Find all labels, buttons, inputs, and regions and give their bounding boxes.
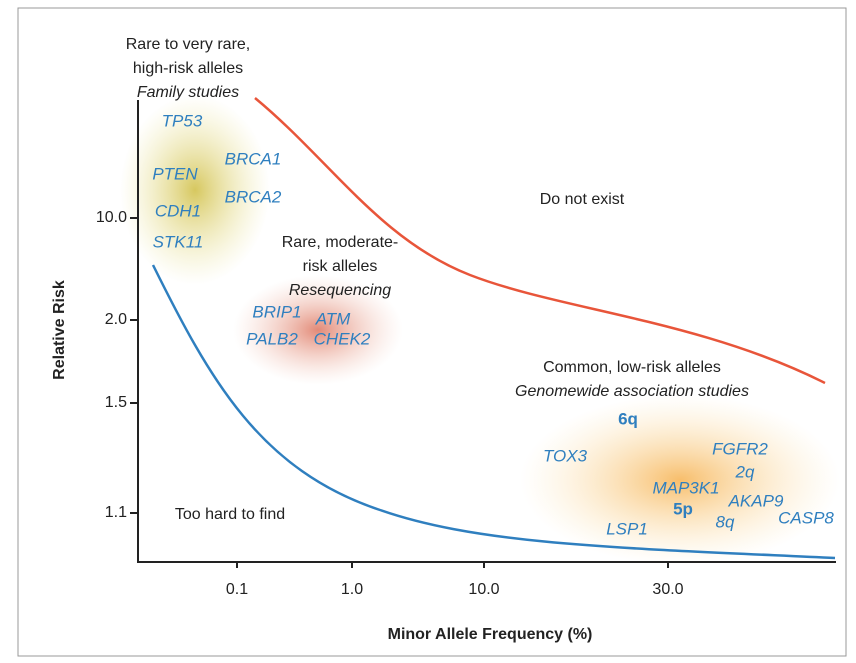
gene-label: ATM bbox=[315, 309, 351, 328]
frame bbox=[17, 7, 847, 657]
x-tick-label: 1.0 bbox=[341, 581, 363, 598]
region-label: risk alleles bbox=[303, 258, 378, 275]
gene-label: MAP3K1 bbox=[652, 478, 719, 497]
glow bbox=[120, 95, 270, 285]
region-label: Rare, moderate- bbox=[282, 234, 399, 251]
gene-label: FGFR2 bbox=[712, 439, 768, 458]
gene-label: BRCA2 bbox=[225, 187, 282, 206]
y-title: Relative Risk bbox=[51, 280, 68, 380]
region-method: Genomewide association studies bbox=[515, 383, 749, 400]
gene-label: 2q bbox=[735, 462, 755, 481]
x-tick-label: 30.0 bbox=[652, 581, 683, 598]
gene-label: 8q bbox=[716, 512, 735, 531]
gene-label: STK11 bbox=[153, 232, 204, 251]
region-method: Resequencing bbox=[289, 282, 391, 299]
x-title: Minor Allele Frequency (%) bbox=[388, 626, 593, 643]
lower-curve bbox=[151, 264, 836, 560]
upper-curve bbox=[254, 97, 826, 385]
gene-label: TOX3 bbox=[543, 446, 588, 465]
gene-label: CHEK2 bbox=[314, 329, 371, 348]
gene-label: PTEN bbox=[152, 164, 198, 183]
gene-label: BRCA1 bbox=[225, 149, 282, 168]
gene-label: CASP8 bbox=[778, 508, 834, 527]
glow bbox=[520, 395, 840, 565]
gene-label: AKAP9 bbox=[728, 491, 784, 510]
region-label: Do not exist bbox=[540, 191, 625, 208]
region-label: high-risk alleles bbox=[133, 60, 243, 77]
x-tick-label: 10.0 bbox=[468, 581, 499, 598]
region-label: Too hard to find bbox=[175, 506, 285, 523]
gene-label: LSP1 bbox=[606, 519, 648, 538]
glow bbox=[233, 275, 403, 385]
gene-label: TP53 bbox=[162, 111, 203, 130]
x-tick-label: 0.1 bbox=[226, 581, 248, 598]
gene-label: PALB2 bbox=[246, 329, 298, 348]
gene-label: BRIP1 bbox=[252, 302, 301, 321]
region-method: Family studies bbox=[137, 84, 239, 101]
y-tick-label: 2.0 bbox=[105, 311, 127, 328]
y-tick-label: 1.5 bbox=[105, 394, 127, 411]
y-tick-label: 1.1 bbox=[105, 504, 127, 521]
gene-label: 6q bbox=[618, 409, 638, 428]
gene-label: 5p bbox=[673, 499, 693, 518]
gene-label: CDH1 bbox=[155, 201, 201, 220]
region-label: Common, low-risk alleles bbox=[543, 359, 721, 376]
y-tick-label: 10.0 bbox=[96, 209, 127, 226]
region-label: Rare to very rare, bbox=[126, 36, 250, 53]
